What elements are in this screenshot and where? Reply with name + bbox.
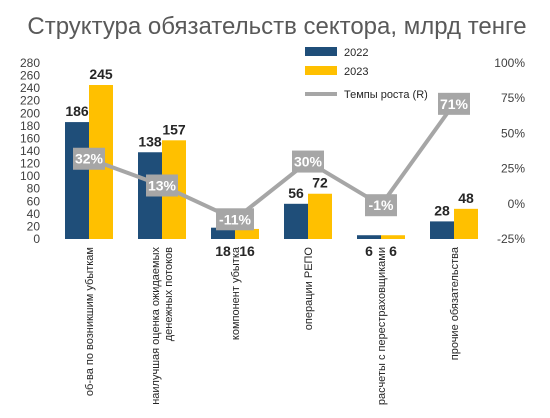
growth-rate-marker [438,92,470,115]
category-label: расчеты с перестраховщиками [376,247,388,405]
bar-value-label: 56 [288,185,304,201]
bar-value-label: 18 [215,243,231,259]
y-tick-label: 180 [20,119,40,133]
legend-label: Темпы роста (R) [344,89,428,101]
growth-rate-label: -1% [369,197,394,213]
category-label: прочие обязательства [449,246,461,360]
y-tick-label: 260 [20,69,40,83]
bar-2022 [211,227,235,239]
bar-2022 [284,203,308,239]
growth-rate-label: 32% [75,151,104,167]
legend-label: 2023 [344,66,368,78]
y-tick-label: 160 [20,131,40,145]
bar-2023 [454,208,478,239]
growth-rate-marker [146,174,178,197]
y-tick-label: 140 [20,144,40,158]
y-tick-label: 280 [20,56,40,70]
legend: 2022 2023 Темпы роста (R) [305,47,428,101]
bar-value-label: 6 [389,243,397,259]
bar-2023 [235,228,259,239]
growth-rate-marker [292,150,324,173]
legend-swatch-2023 [305,66,337,75]
y-tick-label: 100 [20,169,40,183]
y2-tick-label: 50% [501,126,525,140]
y-tick-label: 80 [27,182,41,196]
bar-value-label: 28 [434,202,450,218]
growth-rate-label: 13% [148,177,177,193]
category-label: компонент убытка [230,246,242,340]
y-tick-label: 120 [20,157,40,171]
chart-title: Структура обязательств сектора, млрд тен… [27,13,526,40]
category-label: операции РЕПО [303,247,315,331]
y2-tick-label: -25% [497,232,525,246]
y2-tick-label: 100% [494,56,525,70]
bar-value-label: 138 [138,133,162,149]
bar-value-label: 72 [312,175,328,191]
bar-value-label: 157 [162,121,186,137]
y-tick-label: 200 [20,106,40,120]
bar-value-label: 48 [458,190,474,206]
y-tick-label: 20 [27,219,41,233]
y-tick-label: 0 [33,232,40,246]
bars [65,85,478,239]
y2-tick-label: 25% [501,162,525,176]
category-label: наилучшая оценка ожидаемыхденежных поток… [150,247,175,405]
y-tick-label: 40 [27,207,41,221]
bar-2023 [308,193,332,239]
bar-2022 [430,221,454,239]
category-label: об-ва по возникшим убыткам [84,247,96,396]
y-tick-label: 60 [27,194,41,208]
bar-2022 [357,235,381,239]
bar-value-label: 16 [239,243,255,259]
growth-rate-marker [365,194,397,217]
growth-line: 32% 13% -11% 30% -1% 71% [73,92,470,231]
y2-tick-label: 0% [508,197,526,211]
y-axis-right: -25% 0% 25% 50% 75% 100% [494,56,525,246]
bar-value-label: 245 [89,66,113,82]
bar-2023 [381,235,405,239]
legend-label: 2022 [344,47,368,59]
bar-value-labels: 186 138 18 56 6 28 245 157 16 72 6 48 [65,66,474,259]
bar-2022 [65,122,89,239]
growth-rate-label: -11% [219,211,251,227]
growth-rate-label: 30% [294,154,323,170]
bar-value-label: 186 [65,103,89,119]
growth-rate-label: 71% [440,96,469,112]
y2-tick-label: 75% [501,91,525,105]
growth-rate-marker [73,147,105,170]
y-tick-label: 240 [20,81,40,95]
growth-rate-marker [216,208,254,231]
category-labels: об-ва по возникшим убыткам наилучшая оцен… [84,246,461,405]
bar-value-label: 6 [365,243,373,259]
y-tick-label: 220 [20,94,40,108]
legend-swatch-2022 [305,47,337,56]
